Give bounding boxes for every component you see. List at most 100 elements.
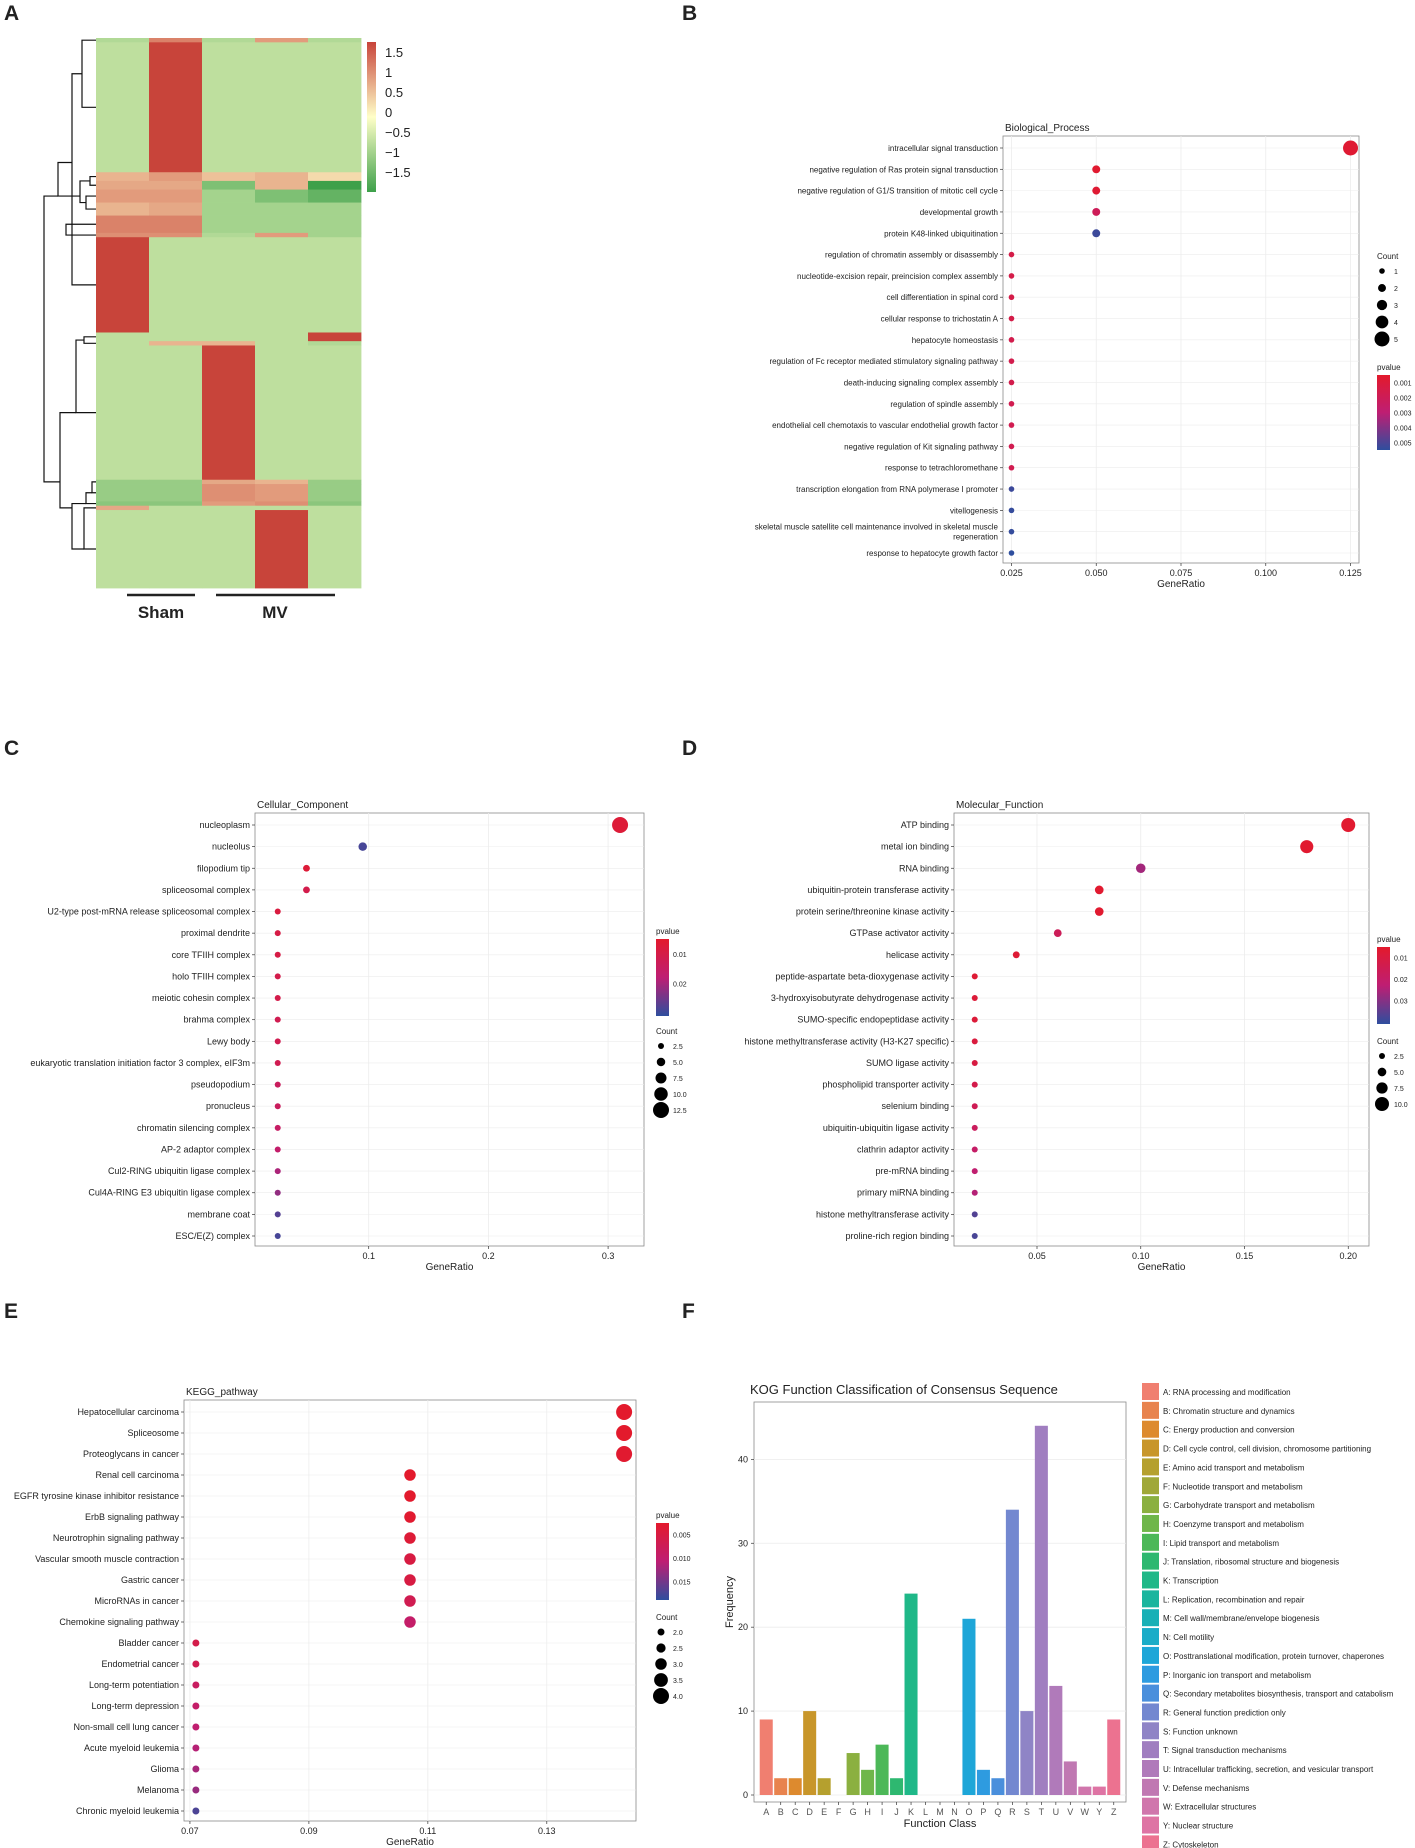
count-legend-dot (657, 1628, 665, 1636)
data-point (971, 1124, 978, 1131)
data-point (971, 1016, 978, 1023)
heatmap-cell (96, 510, 150, 589)
term-label: ErbB signaling pathway (85, 1512, 180, 1522)
term-label: Chemokine signaling pathway (59, 1617, 179, 1627)
data-point (971, 1146, 978, 1153)
heatmap-cell (308, 215, 362, 234)
legend-label: T: Signal transduction mechanisms (1163, 1746, 1287, 1755)
x-tick-label: 0.025 (1000, 568, 1023, 578)
term-label: protein serine/threonine kinase activity (796, 907, 950, 917)
legend-label: F: Nucleotide transport and metabolism (1163, 1482, 1303, 1491)
data-point (1008, 422, 1015, 428)
legend-swatch (1142, 1552, 1159, 1570)
term-label: negative regulation of G1/S transition o… (797, 187, 998, 196)
bar (803, 1711, 817, 1795)
data-point (1008, 273, 1015, 279)
x-tick-label: 0.10 (1132, 1251, 1150, 1261)
heatmap-cell (202, 38, 256, 43)
term-label: nucleolus (212, 842, 251, 852)
term-label: protein K48-linked ubiquitination (884, 229, 998, 238)
data-point (1053, 929, 1062, 938)
heatmap-cell (149, 42, 203, 173)
data-point (192, 1681, 200, 1689)
heatmap-cell (202, 345, 256, 481)
data-point (274, 1233, 281, 1239)
count-legend-dot (1377, 1067, 1387, 1077)
heatmap-cell (96, 484, 150, 502)
term-label: Non-small cell lung cancer (73, 1722, 179, 1732)
dendrogram-branch (71, 502, 86, 550)
data-point (274, 1168, 281, 1175)
legend-swatch (1142, 1628, 1159, 1646)
term-label: endothelial cell chemotaxis to vascular … (772, 421, 998, 430)
legend-swatch (1142, 1684, 1159, 1702)
data-point (1135, 863, 1146, 874)
x-tick-label: 0.07 (181, 1826, 199, 1836)
colorbar-label: 1 (385, 65, 392, 80)
term-label: Renal cell carcinoma (95, 1470, 179, 1480)
data-point (303, 886, 310, 894)
data-point (1012, 951, 1020, 959)
plot-frame (953, 812, 1370, 1247)
x-tick-label: E (821, 1807, 827, 1817)
heatmap-cell (202, 505, 256, 511)
plot-frame (254, 812, 645, 1247)
colorbar-label: 0 (385, 105, 392, 120)
x-tick-label: Z (1111, 1807, 1117, 1817)
data-point (1008, 294, 1015, 301)
bar (991, 1778, 1005, 1795)
heatmap-cell (96, 232, 150, 238)
count-legend-dot (1375, 315, 1389, 329)
data-point (274, 908, 281, 915)
pvalue-tick: 0.005 (673, 1533, 691, 1540)
term-label: selenium binding (881, 1101, 949, 1111)
heatmap-cell (308, 501, 362, 507)
heatmap-cell (308, 172, 362, 182)
x-tick-label: 0.09 (300, 1826, 318, 1836)
count-legend-dot (655, 1072, 667, 1084)
mv-label: MV (262, 603, 288, 622)
heatmap-cell (202, 501, 256, 507)
term-label: Gastric cancer (121, 1575, 179, 1585)
heatmap-cell (255, 501, 309, 507)
dendrogram-branch (85, 492, 96, 505)
x-tick-label: L (923, 1807, 928, 1817)
term-label: EGFR tyrosine kinase inhibitor resistanc… (14, 1491, 179, 1501)
data-point (1008, 507, 1015, 514)
data-point (404, 1574, 416, 1586)
legend-label: O: Posttranslational modification, prote… (1163, 1652, 1384, 1661)
legend-label: V: Defense mechanisms (1163, 1784, 1249, 1793)
legend-label: A: RNA processing and modification (1163, 1388, 1291, 1397)
legend-label: S: Function unknown (1163, 1727, 1238, 1736)
count-legend-title: Count (656, 1613, 678, 1622)
heatmap-cell (149, 501, 203, 507)
legend-label: G: Carbohydrate transport and metabolism (1163, 1501, 1315, 1510)
heatmap-cell (149, 237, 203, 333)
x-tick-label: 0.20 (1339, 1251, 1357, 1261)
data-point (192, 1723, 200, 1731)
dendrogram-branch (81, 39, 96, 108)
term-label: response to tetrachloromethane (885, 464, 999, 473)
pvalue-legend-title: pvalue (1377, 363, 1401, 372)
data-point (971, 1103, 978, 1110)
pvalue-tick: 0.010 (673, 1556, 691, 1563)
heatmap-cell (255, 232, 309, 238)
dendrogram-branch (83, 507, 96, 550)
heatmap-cell (96, 180, 150, 190)
x-tick-label: G (850, 1807, 857, 1817)
legend-label: I: Lipid transport and metabolism (1163, 1539, 1279, 1548)
legend-label: M: Cell wall/membrane/envelope biogenesi… (1163, 1614, 1320, 1623)
heatmap-cell (149, 341, 203, 346)
x-tick-label: A (763, 1807, 769, 1817)
heatmap-cell (202, 484, 256, 502)
heatmap-cell (255, 332, 309, 342)
heatmap-cell (255, 505, 309, 511)
term-label: phospholipid transporter activity (822, 1080, 949, 1090)
legend-swatch (1142, 1533, 1159, 1551)
heatmap-cell (96, 332, 150, 342)
kog-legend: A: RNA processing and modification B: Chr… (1142, 1383, 1394, 1848)
legend-swatch (1142, 1646, 1159, 1664)
dotplot-panel-c: C Cellular_Component nucleoplasm nucleolus f… (4, 737, 687, 1273)
legend-label: W: Extracellular structures (1163, 1803, 1256, 1812)
bar (1034, 1425, 1048, 1795)
